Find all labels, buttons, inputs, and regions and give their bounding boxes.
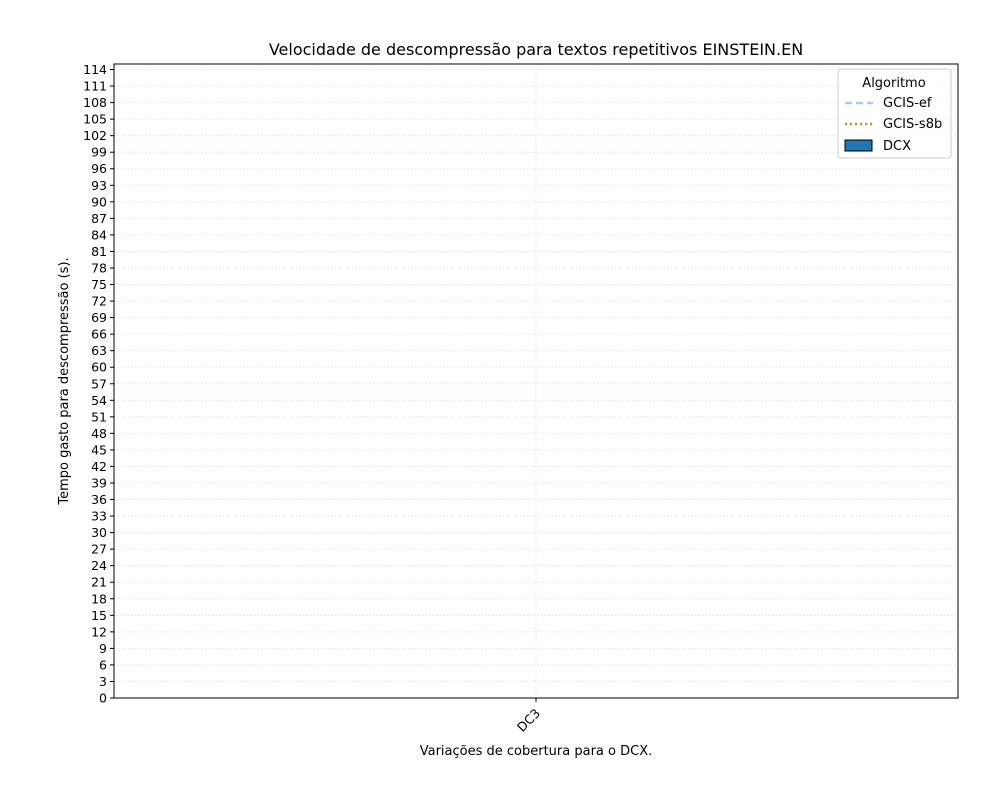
y-tick-label: 93 [91,178,107,193]
y-tick-label: 78 [91,260,107,275]
y-tick-label: 21 [91,575,107,590]
y-tick-label: 33 [91,509,107,524]
y-tick-label: 30 [91,525,107,540]
legend-label-gcis-s8b: GCIS-s8b [883,117,942,132]
plot-area-frame [113,63,959,699]
y-tick-label: 48 [91,426,107,441]
y-tick-label: 102 [83,128,107,143]
chart-title: Velocidade de descompressão para textos … [269,40,803,59]
y-tick-label: 12 [91,624,107,639]
y-tick-label: 0 [99,691,107,706]
y-tick-label: 39 [91,475,107,490]
y-tick-label: 6 [99,657,107,672]
legend-swatch-dcx [844,139,873,152]
y-tick-label: 114 [83,62,107,77]
y-tick-label: 75 [91,277,107,292]
y-tick-label: 90 [91,194,107,209]
y-tick-label: 24 [91,558,107,573]
y-tick-label: 81 [91,244,107,259]
y-tick-label: 66 [91,327,107,342]
y-tick-label: 84 [91,227,107,242]
y-tick-label: 111 [83,79,107,94]
y-tick-label: 57 [91,376,107,391]
y-tick-label: 99 [91,145,107,160]
y-tick-label: 18 [91,591,107,606]
y-axis-ticks: 0369121518212427303336394245485154576063… [83,62,114,706]
y-axis-label: Tempo gasto para descompressão (s). [57,257,72,505]
legend-label-dcx: DCX [883,139,911,154]
x-axis-label: Variações de cobertura para o DCX. [420,744,653,759]
y-tick-label: 96 [91,161,107,176]
y-tick-label: 108 [83,95,107,110]
legend-label-gcis-ef: GCIS-ef [883,96,932,111]
y-tick-label: 9 [99,641,107,656]
x-axis-ticks: DC3 [514,698,543,735]
y-tick-label: 63 [91,343,107,358]
y-tick-label: 60 [91,360,107,375]
legend-box [837,68,952,159]
y-tick-label: 51 [91,409,107,424]
y-tick-label: 42 [91,459,107,474]
y-tick-label: 87 [91,211,107,226]
y-tick-label: 15 [91,608,107,623]
grid [114,64,958,699]
y-tick-label: 72 [91,294,107,309]
legend: Algoritmo GCIS-ef GCIS-s8b DCX [837,68,952,159]
legend-title: Algoritmo [862,76,925,91]
y-tick-label: 54 [91,393,107,408]
y-tick-label: 105 [83,112,107,127]
y-tick-label: 45 [91,442,107,457]
x-tick-label: DC3 [514,706,543,735]
y-tick-label: 3 [99,674,107,689]
y-tick-label: 69 [91,310,107,325]
y-tick-label: 27 [91,542,107,557]
y-tick-label: 36 [91,492,107,507]
